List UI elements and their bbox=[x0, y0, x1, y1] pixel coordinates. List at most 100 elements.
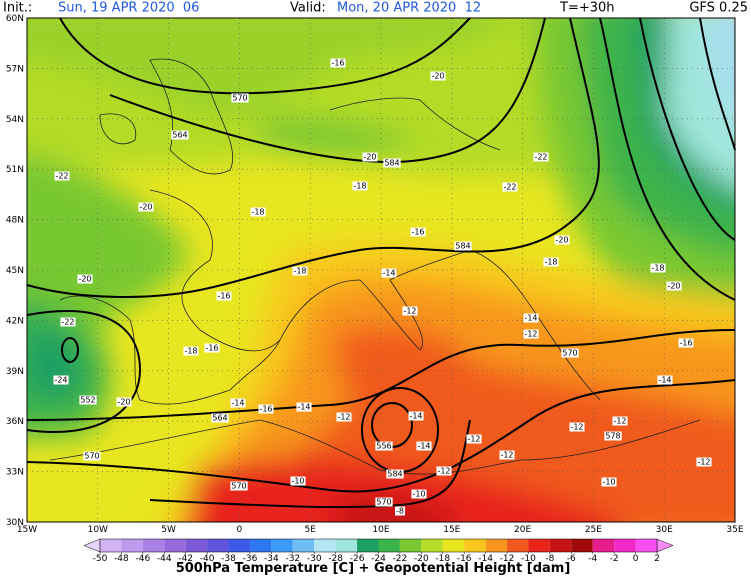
colorbar-tick-label: -22 bbox=[393, 554, 408, 564]
colorbar-segment bbox=[442, 539, 465, 552]
colorbar-segment bbox=[121, 539, 143, 552]
colorbar-segment bbox=[207, 539, 229, 552]
colorbar-tick-label: -28 bbox=[328, 554, 343, 564]
colorbar-tick-label: 2 bbox=[654, 554, 660, 564]
colorbar-segment bbox=[142, 539, 165, 552]
colorbar-tick-label: -16 bbox=[457, 554, 472, 564]
contour-label: -16 bbox=[679, 339, 692, 348]
label-background bbox=[543, 257, 559, 267]
contour-label: -22 bbox=[534, 153, 547, 162]
lat-label: 36N bbox=[6, 417, 24, 427]
colorbar-segment bbox=[571, 539, 593, 552]
contour-line bbox=[26, 379, 736, 493]
contour-label: -18 bbox=[184, 347, 197, 356]
contour-line bbox=[699, 17, 736, 151]
label-background bbox=[171, 130, 189, 140]
colorbar-tick-label: -10 bbox=[521, 554, 536, 564]
label-background bbox=[657, 375, 673, 385]
contour-label: -20 bbox=[363, 153, 376, 162]
colorbar-tick-label: -6 bbox=[567, 554, 576, 564]
label-background bbox=[395, 506, 405, 516]
label-background bbox=[375, 497, 393, 507]
contour-label: -20 bbox=[117, 398, 130, 407]
contour-label: 570 bbox=[562, 349, 577, 358]
label-background bbox=[79, 395, 97, 405]
label-background bbox=[533, 152, 549, 162]
colorbar-segment bbox=[399, 539, 422, 552]
colorbar-segment bbox=[357, 539, 379, 552]
contour-label: -20 bbox=[667, 282, 680, 291]
label-background bbox=[216, 291, 232, 301]
label-background bbox=[362, 152, 378, 162]
contour-label: 570 bbox=[231, 482, 246, 491]
contour-label: 564 bbox=[172, 131, 187, 140]
label-background bbox=[569, 422, 585, 432]
contour-label: -22 bbox=[55, 172, 68, 181]
contour-label: -14 bbox=[524, 314, 537, 323]
lon-label: 20E bbox=[514, 525, 531, 535]
lon-label: 5W bbox=[161, 525, 176, 535]
contour-label: -12 bbox=[524, 330, 537, 339]
colorbar-segment bbox=[421, 539, 443, 552]
coastlines bbox=[49, 58, 701, 475]
label-background bbox=[290, 476, 306, 486]
label-background bbox=[54, 171, 70, 181]
contour-label: -12 bbox=[613, 417, 626, 426]
label-background bbox=[604, 431, 622, 441]
contour-labels: -22-20-18-18-20584-22-22-20-18-16584-14-… bbox=[53, 58, 712, 516]
valid-time: Mon, 20 APR 2020 12 bbox=[337, 1, 481, 16]
model-name: GFS 0.25 bbox=[689, 1, 748, 16]
label-background bbox=[250, 207, 266, 217]
contour-label: -12 bbox=[570, 423, 583, 432]
label-background bbox=[430, 71, 446, 81]
lon-label: 30E bbox=[656, 525, 673, 535]
colorbar-segment bbox=[464, 539, 486, 552]
contour-label: 584 bbox=[387, 470, 402, 479]
contour-label: -14 bbox=[297, 403, 310, 412]
colorbar-segment bbox=[292, 539, 315, 552]
lon-label: 0 bbox=[237, 525, 243, 535]
contour-label: -12 bbox=[697, 458, 710, 467]
contour-label: 584 bbox=[384, 159, 399, 168]
lon-label: 25E bbox=[585, 525, 602, 535]
label-background bbox=[650, 263, 666, 273]
label-background bbox=[60, 317, 76, 327]
label-background bbox=[53, 375, 69, 385]
colorbar-tick-label: -20 bbox=[414, 554, 429, 564]
contour-line bbox=[61, 337, 79, 363]
contour-line bbox=[26, 329, 736, 421]
label-background bbox=[436, 466, 452, 476]
contour-label: -18 bbox=[544, 258, 557, 267]
colorbar-tick-label: -2 bbox=[610, 554, 619, 564]
label-background bbox=[612, 416, 628, 426]
colorbar-tick-label: -38 bbox=[221, 554, 236, 564]
contour-line bbox=[599, 17, 736, 301]
colorbar-segment bbox=[378, 539, 400, 552]
label-background bbox=[502, 182, 518, 192]
label-background bbox=[499, 450, 515, 460]
colorbar-tick-label: -18 bbox=[435, 554, 450, 564]
forecast-hour: T=+30h bbox=[559, 1, 615, 16]
contour-label: -10 bbox=[412, 490, 425, 499]
colorbar-segment bbox=[485, 539, 508, 552]
map-frame bbox=[26, 17, 736, 523]
contour-label: -16 bbox=[217, 292, 230, 301]
colorbar-segment bbox=[164, 539, 186, 552]
contour-label: 570 bbox=[84, 452, 99, 461]
contour-line bbox=[109, 17, 546, 163]
lat-label: 33N bbox=[6, 468, 24, 478]
colorbar-tick-label: -26 bbox=[350, 554, 365, 564]
label-background bbox=[561, 348, 579, 358]
label-background bbox=[678, 338, 694, 348]
label-background bbox=[138, 202, 154, 212]
label-background bbox=[410, 227, 426, 237]
contour-label: -20 bbox=[139, 203, 152, 212]
colorbar-tick-label: -14 bbox=[478, 554, 493, 564]
contour-label: -14 bbox=[382, 269, 395, 278]
contour-label: -18 bbox=[353, 182, 366, 191]
label-background bbox=[375, 441, 393, 451]
contour-label: -14 bbox=[658, 376, 671, 385]
colorbar-segment bbox=[314, 539, 336, 552]
label-background bbox=[381, 268, 397, 278]
